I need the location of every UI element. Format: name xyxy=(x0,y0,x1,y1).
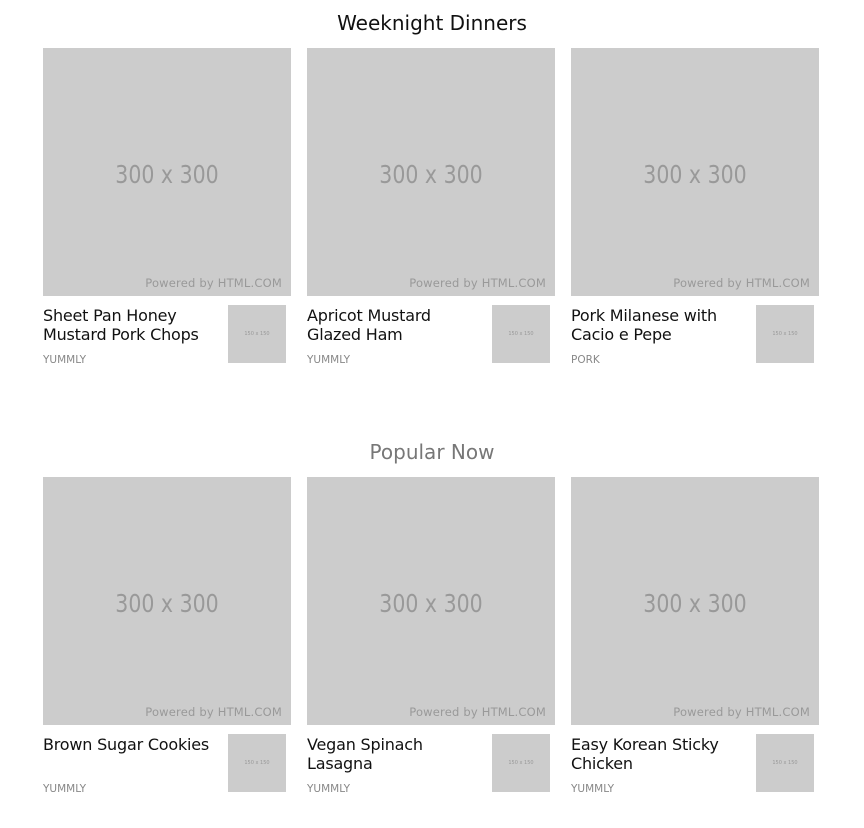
thumb-size-label: 150 x 150 xyxy=(508,760,534,766)
recipe-card[interactable]: 300 x 300 Powered by HTML.COM Pork Milan… xyxy=(571,48,819,374)
recipe-title[interactable]: Pork Milanese with Cacio e Pepe xyxy=(571,306,717,344)
hero-credit: Powered by HTML.COM xyxy=(673,705,810,719)
recipe-hero-image[interactable]: 300 x 300 Powered by HTML.COM xyxy=(571,48,819,296)
section-popular-now: Popular Now xyxy=(0,439,864,465)
hero-size-label: 300 x 300 xyxy=(379,589,483,618)
recipe-source[interactable]: YUMMLY xyxy=(43,783,87,795)
thumb-size-label: 150 x 150 xyxy=(772,331,798,337)
recipe-hero-image[interactable]: 300 x 300 Powered by HTML.COM xyxy=(307,48,555,296)
hero-credit: Powered by HTML.COM xyxy=(145,276,282,290)
recipe-source[interactable]: YUMMLY xyxy=(307,783,351,795)
recipe-hero-image[interactable]: 300 x 300 Powered by HTML.COM xyxy=(307,477,555,725)
recipe-card[interactable]: 300 x 300 Powered by HTML.COM Sheet Pan … xyxy=(43,48,291,374)
section-title: Weeknight Dinners xyxy=(337,11,527,35)
hero-size-label: 300 x 300 xyxy=(643,160,747,189)
thumb-size-label: 150 x 150 xyxy=(508,331,534,337)
recipe-grid: 300 x 300 Powered by HTML.COM Sheet Pan … xyxy=(43,48,819,374)
recipe-source[interactable]: PORK xyxy=(571,354,600,366)
recipe-thumbnail[interactable]: 150 x 150 xyxy=(492,734,550,792)
recipe-title[interactable]: Easy Korean Sticky Chicken xyxy=(571,735,719,773)
recipe-thumbnail[interactable]: 150 x 150 xyxy=(492,305,550,363)
thumb-size-label: 150 x 150 xyxy=(244,331,270,337)
recipe-meta: Vegan Spinach Lasagna YUMMLY 150 x 150 xyxy=(307,725,555,803)
recipe-card[interactable]: 300 x 300 Powered by HTML.COM Vegan Spin… xyxy=(307,477,555,803)
thumb-size-label: 150 x 150 xyxy=(772,760,798,766)
recipe-hero-image[interactable]: 300 x 300 Powered by HTML.COM xyxy=(43,48,291,296)
recipe-meta: Sheet Pan Honey Mustard Pork Chops YUMML… xyxy=(43,296,291,374)
thumb-size-label: 150 x 150 xyxy=(244,760,270,766)
hero-credit: Powered by HTML.COM xyxy=(145,705,282,719)
hero-size-label: 300 x 300 xyxy=(115,160,219,189)
recipe-card[interactable]: 300 x 300 Powered by HTML.COM Easy Korea… xyxy=(571,477,819,803)
recipe-title[interactable]: Apricot Mustard Glazed Ham xyxy=(307,306,431,344)
recipe-title[interactable]: Sheet Pan Honey Mustard Pork Chops xyxy=(43,306,199,344)
hero-credit: Powered by HTML.COM xyxy=(673,276,810,290)
recipe-title[interactable]: Brown Sugar Cookies xyxy=(43,735,210,754)
recipe-meta: Apricot Mustard Glazed Ham YUMMLY 150 x … xyxy=(307,296,555,374)
recipe-thumbnail[interactable]: 150 x 150 xyxy=(756,305,814,363)
recipe-source[interactable]: YUMMLY xyxy=(43,354,87,366)
recipe-title[interactable]: Vegan Spinach Lasagna xyxy=(307,735,423,773)
hero-size-label: 300 x 300 xyxy=(115,589,219,618)
recipe-card[interactable]: 300 x 300 Powered by HTML.COM Apricot Mu… xyxy=(307,48,555,374)
recipe-hero-image[interactable]: 300 x 300 Powered by HTML.COM xyxy=(43,477,291,725)
recipe-grid: 300 x 300 Powered by HTML.COM Brown Suga… xyxy=(43,477,819,803)
recipe-source[interactable]: YUMMLY xyxy=(571,783,615,795)
recipe-thumbnail[interactable]: 150 x 150 xyxy=(756,734,814,792)
recipe-meta: Pork Milanese with Cacio e Pepe PORK 150… xyxy=(571,296,819,374)
section-weeknight-dinners: Weeknight Dinners xyxy=(0,10,864,36)
recipe-source[interactable]: YUMMLY xyxy=(307,354,351,366)
section-title: Popular Now xyxy=(369,440,495,464)
hero-credit: Powered by HTML.COM xyxy=(409,705,546,719)
recipe-hero-image[interactable]: 300 x 300 Powered by HTML.COM xyxy=(571,477,819,725)
recipe-card[interactable]: 300 x 300 Powered by HTML.COM Brown Suga… xyxy=(43,477,291,803)
recipe-thumbnail[interactable]: 150 x 150 xyxy=(228,305,286,363)
recipe-meta: Easy Korean Sticky Chicken YUMMLY 150 x … xyxy=(571,725,819,803)
hero-credit: Powered by HTML.COM xyxy=(409,276,546,290)
hero-size-label: 300 x 300 xyxy=(643,589,747,618)
recipe-thumbnail[interactable]: 150 x 150 xyxy=(228,734,286,792)
hero-size-label: 300 x 300 xyxy=(379,160,483,189)
recipe-meta: Brown Sugar Cookies YUMMLY 150 x 150 xyxy=(43,725,291,803)
